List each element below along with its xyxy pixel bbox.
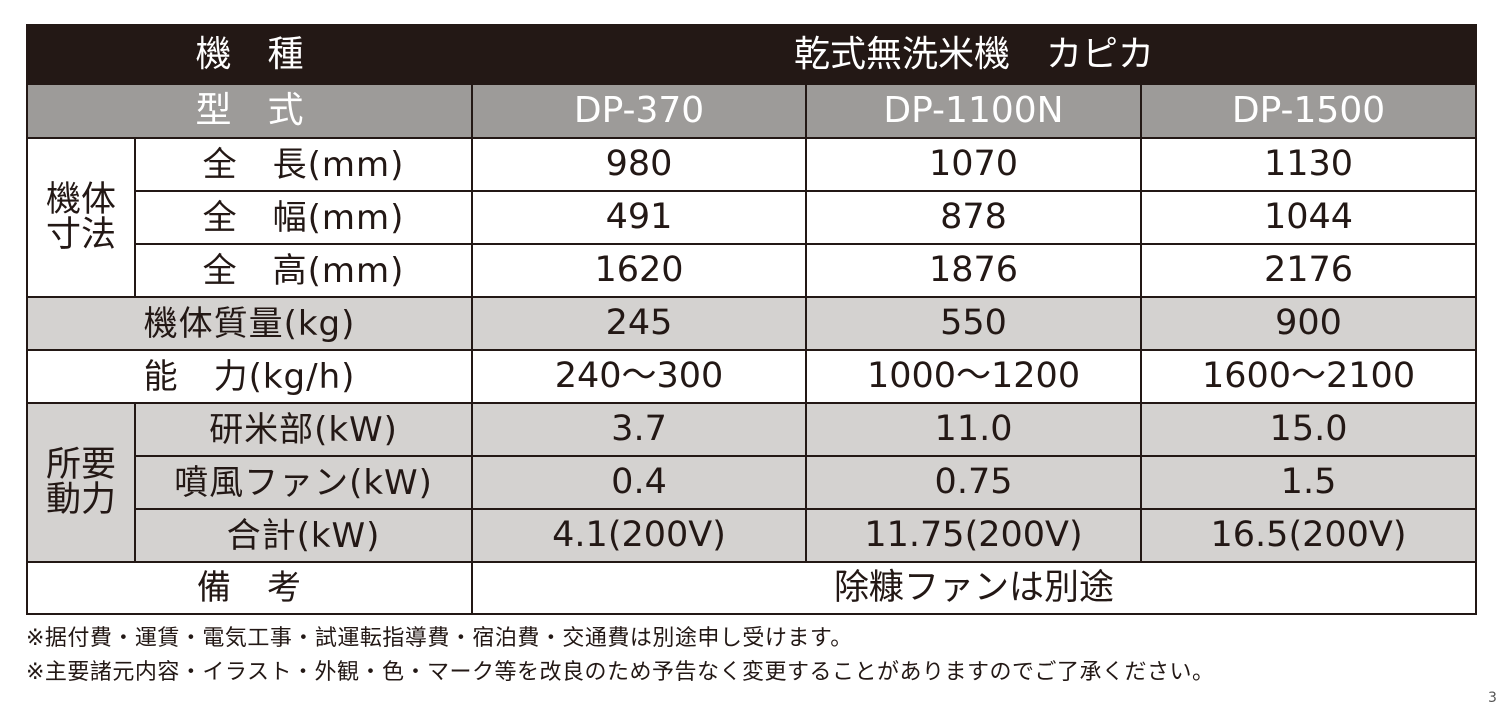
row-label-length: 全 長(mm) — [133, 137, 474, 192]
page-number: 3 — [1488, 690, 1497, 706]
model-dp-370: DP-370 — [471, 83, 808, 139]
dimensions-group-text: 機体寸法 — [45, 179, 116, 255]
dimensions-group-label: 機体寸法 — [26, 137, 136, 298]
cell-value: 0.75 — [805, 455, 1143, 510]
header-row: 機 種 乾式無洗米機 カピカ — [25, 24, 1478, 85]
row-label-height: 全 高(mm) — [133, 243, 474, 298]
cell-value: 11.0 — [805, 402, 1143, 457]
cell-value: 1.5 — [1140, 455, 1478, 510]
cell-value: 900 — [1140, 296, 1478, 351]
footnote: ※主要諸元内容・イラスト・外観・色・マーク等を改良のため予告なく変更することがあ… — [26, 660, 1215, 685]
table-row: 機体寸法 全 長(mm) 980 1070 1130 — [26, 137, 1478, 298]
cell-value: 1044 — [1140, 190, 1478, 245]
cell-value: 1070 — [805, 137, 1143, 192]
model-dp-1500: DP-1500 — [1140, 83, 1478, 139]
cell-value: 1000〜1200 — [805, 349, 1143, 404]
cell-value: 1876 — [805, 243, 1143, 298]
row-label-total: 合計(kW) — [133, 508, 474, 563]
table-row: 能 力(kg/h) 240〜300 1000〜1200 1600〜2100 — [25, 349, 1478, 404]
cell-value: 245 — [471, 296, 808, 351]
row-label-weight: 機体質量(kg) — [25, 296, 474, 351]
table-row: 所要動力 研米部(kW) 3.7 11.0 15.0 — [26, 402, 1478, 563]
cell-value: 2176 — [1140, 243, 1478, 298]
cell-value: 16.5(200V) — [1140, 508, 1478, 563]
cell-value: 491 — [471, 190, 808, 245]
model-dp-1100n: DP-1100N — [805, 83, 1143, 139]
cell-value: 878 — [805, 190, 1143, 245]
cell-value: 1130 — [1140, 137, 1478, 192]
cell-value: 4.1(200V) — [471, 508, 808, 563]
row-label-polisher: 研米部(kW) — [133, 402, 474, 457]
product-name: 乾式無洗米機 カピカ — [471, 24, 1478, 85]
cell-value: 240〜300 — [471, 349, 808, 404]
cell-value: 3.7 — [471, 402, 808, 457]
cell-value: 11.75(200V) — [805, 508, 1143, 563]
table-row: 合計(kW) 4.1(200V) 11.75(200V) 16.5(200V) — [27, 508, 1478, 563]
spec-table: 機 種 乾式無洗米機 カピカ 型 式 DP-370 DP-1100N DP-15… — [25, 24, 1478, 615]
table-row: 全 高(mm) 1620 1876 2176 — [27, 243, 1478, 298]
cell-value: 550 — [805, 296, 1143, 351]
power-group-label: 所要動力 — [26, 402, 136, 563]
remarks-row: 備 考 除糠ファンは別途 — [25, 561, 1478, 615]
cell-value: 1620 — [471, 243, 808, 298]
row-label-width: 全 幅(mm) — [133, 190, 474, 245]
row-label-capacity: 能 力(kg/h) — [25, 349, 474, 404]
row-label-blower-fan: 噴風ファン(kW) — [133, 455, 474, 510]
remarks-value: 除糠ファンは別途 — [471, 561, 1478, 615]
footnote: ※据付費・運賃・電気工事・試運転指導費・宿泊費・交通費は別途申し受けます。 — [26, 626, 853, 651]
cell-value: 15.0 — [1140, 402, 1478, 457]
cell-value: 1600〜2100 — [1140, 349, 1478, 404]
remarks-label: 備 考 — [25, 561, 474, 615]
footnotes: ※据付費・運賃・電気工事・試運転指導費・宿泊費・交通費は別途申し受けます。 ※主… — [26, 622, 1486, 690]
table-row: 噴風ファン(kW) 0.4 0.75 1.5 — [27, 455, 1478, 510]
header-label: 機 種 — [25, 24, 474, 85]
model-label: 型 式 — [25, 83, 474, 139]
model-row: 型 式 DP-370 DP-1100N DP-1500 — [25, 83, 1478, 139]
cell-value: 0.4 — [471, 455, 808, 510]
power-group-text: 所要動力 — [45, 444, 116, 520]
table-row: 機体質量(kg) 245 550 900 — [25, 296, 1478, 351]
cell-value: 980 — [471, 137, 808, 192]
table-row: 全 幅(mm) 491 878 1044 — [27, 190, 1478, 245]
